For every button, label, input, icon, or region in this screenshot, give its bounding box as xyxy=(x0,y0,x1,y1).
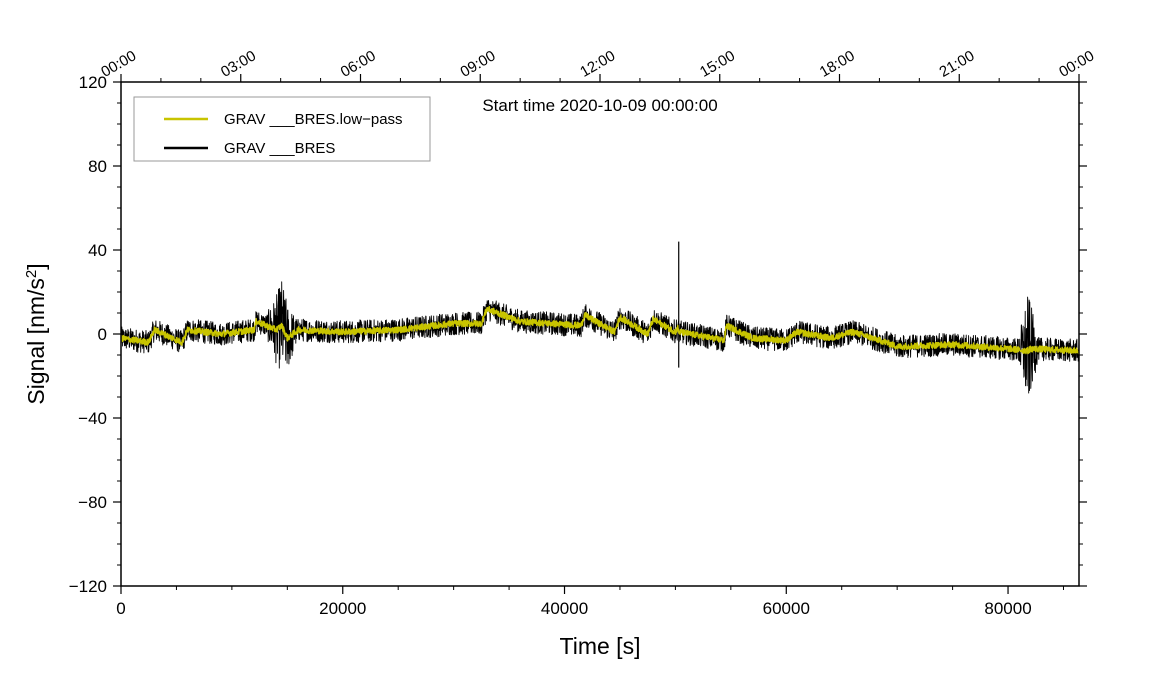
top-axis-tick-label: 03:00 xyxy=(218,47,259,80)
top-axis-tick-label: 21:00 xyxy=(936,47,977,80)
series-line-low-pass xyxy=(120,305,1080,355)
y-tick-label: 120 xyxy=(79,73,107,92)
y-axis-title: Signal [nm/s2] xyxy=(23,263,50,404)
x-tick-label: 80000 xyxy=(984,599,1031,618)
start-time-annotation: Start time 2020-10-09 00:00:00 xyxy=(482,96,717,115)
top-axis-tick-label: 15:00 xyxy=(697,47,738,80)
y-tick-label: 0 xyxy=(98,325,107,344)
x-axis-title: Time [s] xyxy=(560,633,641,659)
x-tick-label: 60000 xyxy=(763,599,810,618)
legend-label-low-pass: GRAV ___BRES.low−pass xyxy=(224,111,403,128)
top-axis-tick-label: 06:00 xyxy=(338,47,379,80)
x-tick-label: 0 xyxy=(116,599,125,618)
y-tick-label: −80 xyxy=(78,493,107,512)
top-axis-tick-label: 09:00 xyxy=(457,47,498,80)
legend-label-raw: GRAV ___BRES xyxy=(224,140,335,157)
y-axis-title-main: Signal [nm/s xyxy=(23,278,49,405)
y-axis-title-end: ] xyxy=(23,263,49,269)
x-tick-label: 40000 xyxy=(541,599,588,618)
x-tick-label: 20000 xyxy=(319,599,366,618)
top-axis-tick-label: 12:00 xyxy=(577,47,618,80)
series-line-raw xyxy=(120,281,1080,394)
top-axis-tick-label: 00:00 xyxy=(98,47,139,80)
y-tick-label: 80 xyxy=(88,157,107,176)
top-axis-tick-label: 00:00 xyxy=(1056,47,1097,80)
legend-box xyxy=(133,96,431,162)
legend: GRAV ___BRES.low−pass GRAV ___BRES xyxy=(133,96,431,162)
y-tick-label: 40 xyxy=(88,241,107,260)
y-tick-label: −40 xyxy=(78,409,107,428)
y-tick-label: −120 xyxy=(69,577,107,596)
series-layer xyxy=(120,241,1080,394)
y-axis-title-superscript: 2 xyxy=(23,270,40,278)
top-axis-tick-label: 18:00 xyxy=(817,47,858,80)
